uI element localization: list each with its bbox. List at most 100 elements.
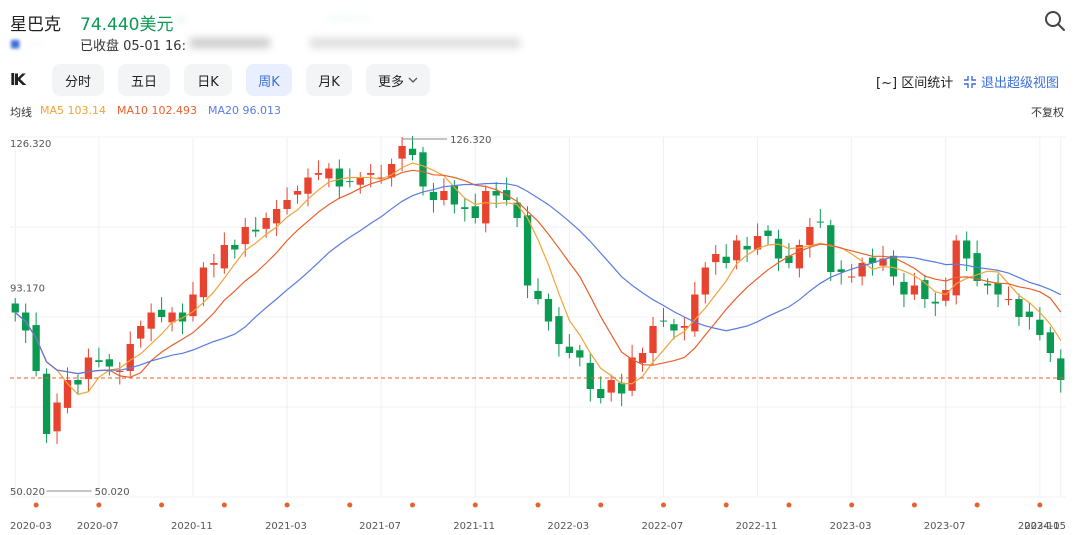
tab-weekly-k[interactable]: 周K — [246, 64, 292, 96]
ma20-line — [14, 182, 1062, 375]
candle-body — [764, 230, 772, 236]
candle-body — [680, 326, 689, 328]
candle-body — [806, 227, 814, 245]
candle-body — [712, 254, 720, 263]
candle-body — [283, 200, 291, 209]
event-dot — [911, 502, 917, 508]
candle-body — [1025, 311, 1034, 317]
candle-body — [827, 225, 835, 272]
candle-body — [649, 326, 657, 353]
candle-body — [252, 229, 260, 232]
candle-body — [189, 294, 197, 317]
candle-body — [325, 168, 333, 179]
candle-body — [471, 206, 479, 218]
candle-body — [607, 380, 615, 393]
candle-body — [1057, 358, 1065, 380]
low-marker-label: 50.020 — [95, 487, 130, 498]
x-axis-label: 2024-05 — [1024, 521, 1066, 532]
range-stats-button[interactable]: [~] 区间统计 — [876, 72, 953, 91]
search-icon[interactable] — [1044, 10, 1066, 32]
tab-intraday[interactable]: 分时 — [52, 64, 104, 96]
ma5-line — [14, 162, 1062, 396]
candle-body — [178, 312, 187, 322]
candle-body — [492, 191, 500, 196]
candle-body — [565, 346, 574, 353]
ma-legend: 均线 MA5 103.14 MA10 102.493 MA20 96.013 不… — [0, 104, 1080, 120]
candle-body — [210, 263, 218, 265]
x-axis-label: 2021-11 — [453, 521, 495, 532]
event-dot — [284, 502, 290, 508]
y-axis-mid-label: 93.170 — [10, 284, 45, 295]
candle-body — [691, 294, 699, 332]
candle-body — [262, 218, 270, 229]
candle-body — [346, 181, 354, 183]
candle-body — [461, 207, 469, 209]
candle-body — [837, 269, 845, 272]
candle-body — [952, 240, 960, 296]
candle-body — [105, 359, 113, 367]
event-dot — [472, 502, 478, 508]
event-dot — [598, 502, 604, 508]
tab-daily-k[interactable]: 日K — [184, 64, 232, 96]
redacted-info — [190, 38, 270, 48]
redacted-info-2 — [310, 38, 520, 48]
stock-name: 星巴克 — [10, 15, 61, 35]
candle-body — [398, 146, 406, 159]
candle-body — [231, 245, 239, 250]
candle-body — [816, 221, 824, 223]
candle-body — [1015, 299, 1023, 317]
x-axis-label: 2022-07 — [641, 521, 683, 532]
candle-body — [137, 326, 145, 339]
candle-body — [356, 177, 364, 185]
period-toolbar: lK 分时 五日 日K 周K 月K 更多 [~] 区间统计 退出超级视图 — [0, 64, 1080, 98]
stock-change-secondary: · · · · · — [330, 12, 368, 27]
event-dot — [849, 502, 855, 508]
event-dot — [347, 502, 353, 508]
candle-body — [1036, 319, 1044, 335]
candle-body — [889, 255, 898, 277]
event-dot — [535, 502, 541, 508]
event-dot — [410, 502, 416, 508]
x-axis-label: 2021-07 — [359, 521, 401, 532]
candle-body — [544, 299, 553, 322]
candle-body — [617, 382, 626, 394]
exit-super-view-button[interactable]: 退出超级视图 — [963, 72, 1059, 91]
candle-body — [743, 245, 751, 250]
candle-body — [576, 350, 584, 358]
stock-change: - — [178, 10, 184, 28]
candle-body — [942, 290, 950, 301]
tab-five-day[interactable]: 五日 — [118, 64, 170, 96]
candle-body — [1004, 299, 1013, 300]
candle-body — [722, 256, 730, 263]
candle-body — [304, 177, 312, 194]
candle-body — [534, 290, 542, 299]
candle-body — [199, 267, 208, 298]
candlestick-chart[interactable]: 126.320 50.020 93.170 126.320 50.020 2020-03 2… — [0, 125, 1080, 535]
tab-monthly-k[interactable]: 月K — [306, 64, 352, 96]
candle-body — [367, 173, 375, 175]
high-marker-label: 126.320 — [450, 135, 491, 146]
candle-body — [795, 245, 804, 269]
event-dot — [786, 502, 792, 508]
x-axis-label: 2023-07 — [924, 521, 966, 532]
adjust-mode[interactable]: 不复权 — [1031, 106, 1064, 119]
candle-body — [659, 320, 668, 322]
candle-body — [597, 389, 605, 398]
candle-body — [868, 257, 877, 263]
candle-body — [513, 202, 521, 218]
tab-more[interactable]: 更多 — [366, 64, 430, 96]
candle-body — [220, 245, 228, 269]
event-dot — [660, 502, 666, 508]
candle-body — [753, 236, 762, 250]
ma20-value: MA20 96.013 — [208, 104, 281, 117]
candle-body — [116, 371, 124, 372]
stock-price: 74.440美元 — [80, 15, 174, 35]
y-axis-max-label: 126.320 — [10, 139, 51, 150]
candle-body — [910, 285, 919, 295]
candle-body — [241, 227, 249, 245]
candle-body — [419, 152, 427, 187]
kline-icon[interactable]: lK — [10, 70, 26, 89]
candle-body — [879, 258, 887, 266]
candle-body — [921, 280, 929, 299]
candle-body — [774, 238, 783, 259]
